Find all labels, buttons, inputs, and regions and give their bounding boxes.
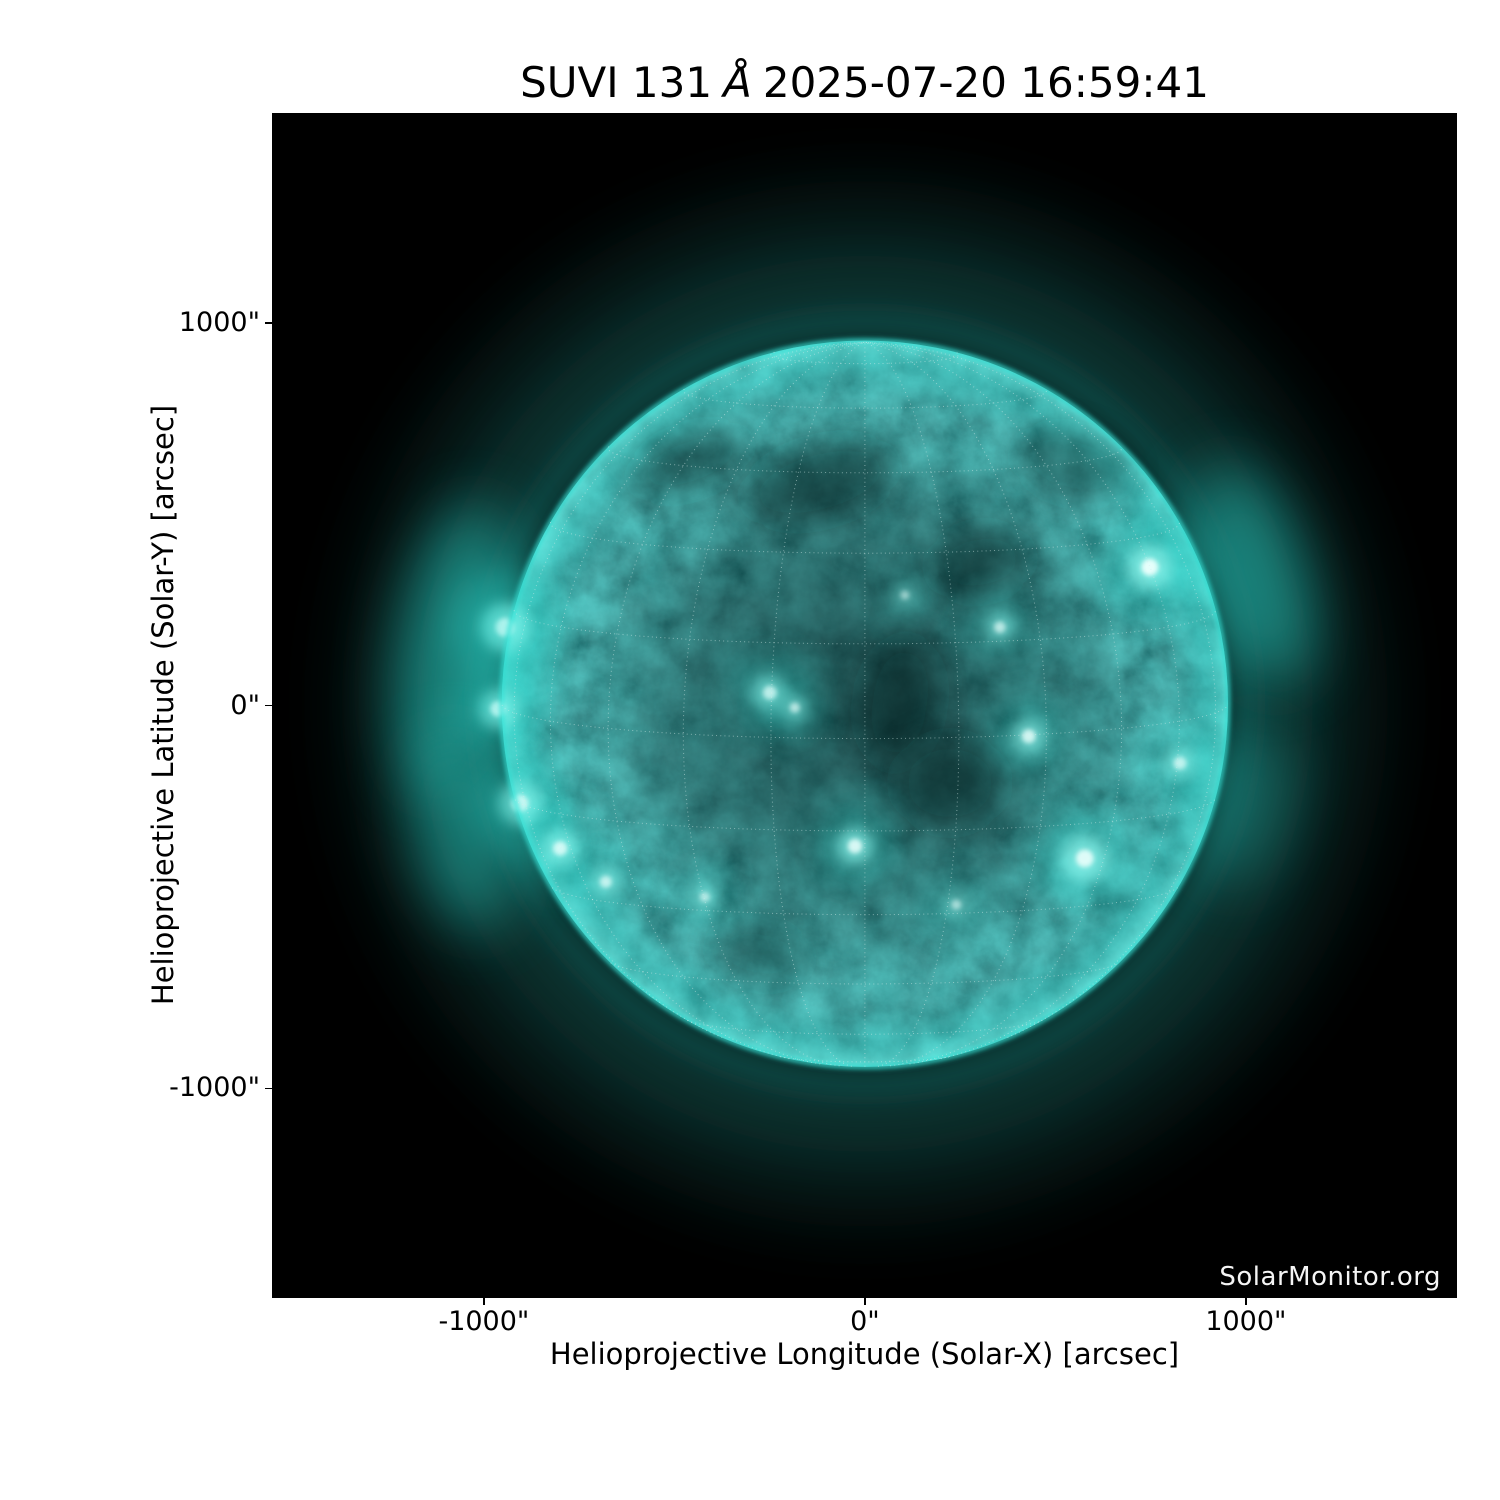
y-tick-mark — [265, 704, 272, 707]
x-tick-mark — [483, 1298, 485, 1305]
x-tick-label: 0" — [850, 1306, 880, 1337]
y-tick-label: 1000" — [178, 306, 260, 338]
x-tick-mark — [864, 1298, 866, 1305]
y-tick-label: -1000" — [169, 1072, 260, 1104]
y-tick-mark — [265, 1087, 272, 1090]
plot-title: SUVI 131 Å 2025-07-20 16:59:41 — [272, 58, 1457, 107]
watermark: SolarMonitor.org — [1219, 1262, 1441, 1292]
x-tick-label: -1000" — [438, 1306, 530, 1337]
title-instrument: SUVI 131 — [520, 58, 713, 107]
plot-area: SolarMonitor.org — [272, 113, 1457, 1298]
x-axis-label: Helioprojective Longitude (Solar-X) [arc… — [549, 1337, 1180, 1371]
solar-disk-image — [272, 113, 1457, 1298]
y-tick-mark — [265, 322, 272, 324]
x-tick-mark — [1245, 1298, 1247, 1305]
x-tick-label: 1000" — [1205, 1306, 1287, 1337]
title-angstrom-symbol: Å — [723, 58, 752, 107]
title-datetime: 2025-07-20 16:59:41 — [762, 58, 1209, 107]
y-tick-label: 0" — [230, 689, 260, 721]
